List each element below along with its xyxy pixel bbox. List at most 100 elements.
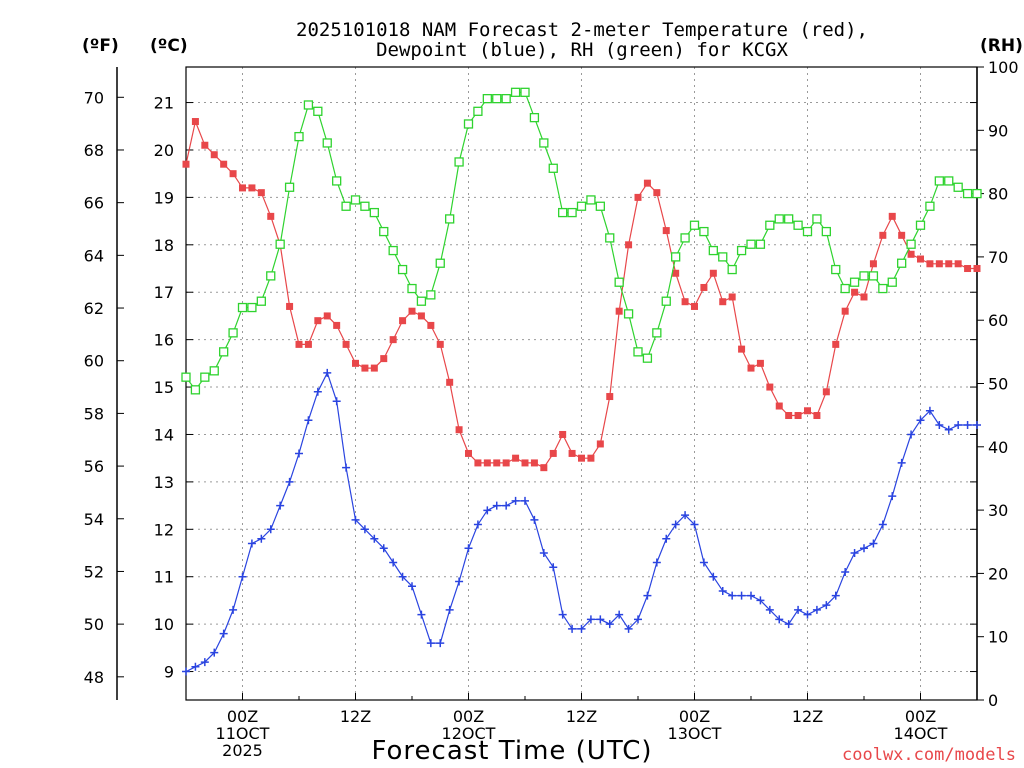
rh-point	[962, 188, 973, 199]
dewpoint-point	[596, 615, 605, 624]
rh-point	[454, 157, 464, 167]
temperature-point	[851, 288, 859, 296]
chart-title-line-1: 2025101018 NAM Forecast 2-meter Temperat…	[296, 19, 868, 41]
rh-point	[539, 138, 549, 148]
x-tick-label: 00Z	[453, 707, 484, 726]
temperature-point	[672, 269, 680, 277]
temperature-point	[662, 227, 670, 235]
dewpoint-point	[389, 558, 398, 567]
dewpoint-point	[888, 492, 897, 501]
chart-title-line-2: Dewpoint (blue), RH (green) for KCGX	[376, 39, 788, 61]
dewpoint-point	[643, 591, 652, 600]
rh-point	[859, 271, 869, 281]
dewpoint-point	[266, 525, 275, 534]
rh-tick-label: 100	[988, 58, 1019, 77]
celsius-tick-label: 17	[154, 283, 174, 302]
dewpoint-point	[238, 572, 247, 581]
rh-point	[294, 131, 304, 142]
rh-point	[718, 252, 728, 262]
temperature-point	[530, 459, 538, 467]
temperature-point	[502, 459, 510, 467]
temperature-point	[945, 260, 953, 268]
dewpoint-point	[210, 648, 219, 657]
rh-point	[765, 220, 775, 230]
temperature-point	[879, 231, 887, 239]
x-tick-label: 12Z	[566, 707, 597, 726]
rh-tick-label: 40	[988, 438, 1008, 457]
dewpoint-point	[869, 539, 878, 548]
rh-point	[868, 271, 879, 281]
rh-point	[642, 353, 653, 363]
rh-point	[887, 277, 897, 287]
temperature-point	[973, 265, 981, 273]
rh-point	[407, 283, 417, 294]
dewpoint-point	[756, 596, 765, 605]
axes: 9 10 11 12 13 14 15 16 17 18 19 20 21 48 50 52 54 56 58 60 6…	[84, 58, 1019, 760]
rh-point	[708, 245, 718, 256]
fahrenheit-unit-label: (ºF)	[82, 36, 119, 56]
temperature-point	[785, 412, 793, 420]
x-tick-label: 12Z	[340, 707, 371, 726]
dewpoint-point	[360, 525, 369, 534]
dewpoint-point	[973, 420, 981, 429]
dewpoint-point	[285, 477, 294, 486]
temperature-point	[191, 118, 199, 126]
dewpoint-point	[784, 620, 793, 629]
temperature-point	[342, 340, 350, 348]
x-axis-title: Forecast Time (UTC)	[371, 736, 652, 766]
dewpoint-point	[200, 658, 209, 667]
fahrenheit-tick-label: 60	[84, 352, 104, 371]
dewpoint-point	[671, 520, 680, 529]
temperature-point	[323, 312, 331, 320]
dewpoint-point	[850, 549, 859, 558]
dewpoint-point	[568, 624, 577, 633]
dewpoint-point	[775, 615, 784, 624]
dewpoint-point	[822, 601, 831, 610]
fahrenheit-tick-label: 64	[84, 246, 104, 265]
dewpoint-point	[436, 639, 445, 648]
fahrenheit-tick-label: 48	[84, 668, 104, 687]
rh-point	[200, 372, 210, 382]
celsius-tick-label: 11	[154, 568, 174, 587]
dewpoint-point	[558, 610, 567, 619]
temperature-point	[756, 359, 764, 367]
dewpoint-point	[455, 577, 464, 586]
fahrenheit-tick-label: 50	[84, 615, 104, 634]
temperature-point	[869, 260, 877, 268]
rh-point	[548, 163, 558, 173]
rh-point	[510, 87, 521, 97]
temperature-point	[606, 393, 614, 401]
temperature-point	[898, 231, 906, 239]
rh-point	[661, 296, 671, 306]
rh-point	[388, 245, 398, 256]
x-tick-label: 00Z	[227, 707, 258, 726]
dewpoint-point	[426, 639, 435, 648]
rh-point	[397, 264, 408, 275]
x-tick-label: 12OCT	[442, 724, 496, 743]
temperature-point	[643, 179, 651, 187]
x-tick-label: 12Z	[792, 707, 823, 726]
celsius-tick-label: 18	[154, 236, 174, 255]
rh-point	[237, 302, 248, 313]
rh-point	[727, 264, 737, 275]
rh-point	[953, 182, 963, 192]
temperature-point	[926, 260, 934, 268]
temperature-point	[465, 449, 472, 457]
dewpoint-point	[841, 567, 850, 576]
x-tick-label: 00Z	[905, 707, 936, 726]
rh-point	[680, 233, 690, 243]
temperature-point	[634, 193, 642, 201]
rh-point	[812, 214, 822, 224]
fahrenheit-tick-label: 68	[84, 141, 104, 160]
temperature-point	[813, 412, 821, 420]
temperature-point	[822, 388, 830, 396]
x-tick-label: 13OCT	[668, 724, 722, 743]
rh-point	[303, 100, 314, 110]
rh-point	[558, 207, 568, 218]
temperature-point	[964, 265, 972, 273]
temperature-point	[747, 364, 755, 372]
dewpoint-point	[379, 544, 388, 553]
temperature-point	[728, 293, 736, 301]
temperature-point	[709, 269, 717, 277]
